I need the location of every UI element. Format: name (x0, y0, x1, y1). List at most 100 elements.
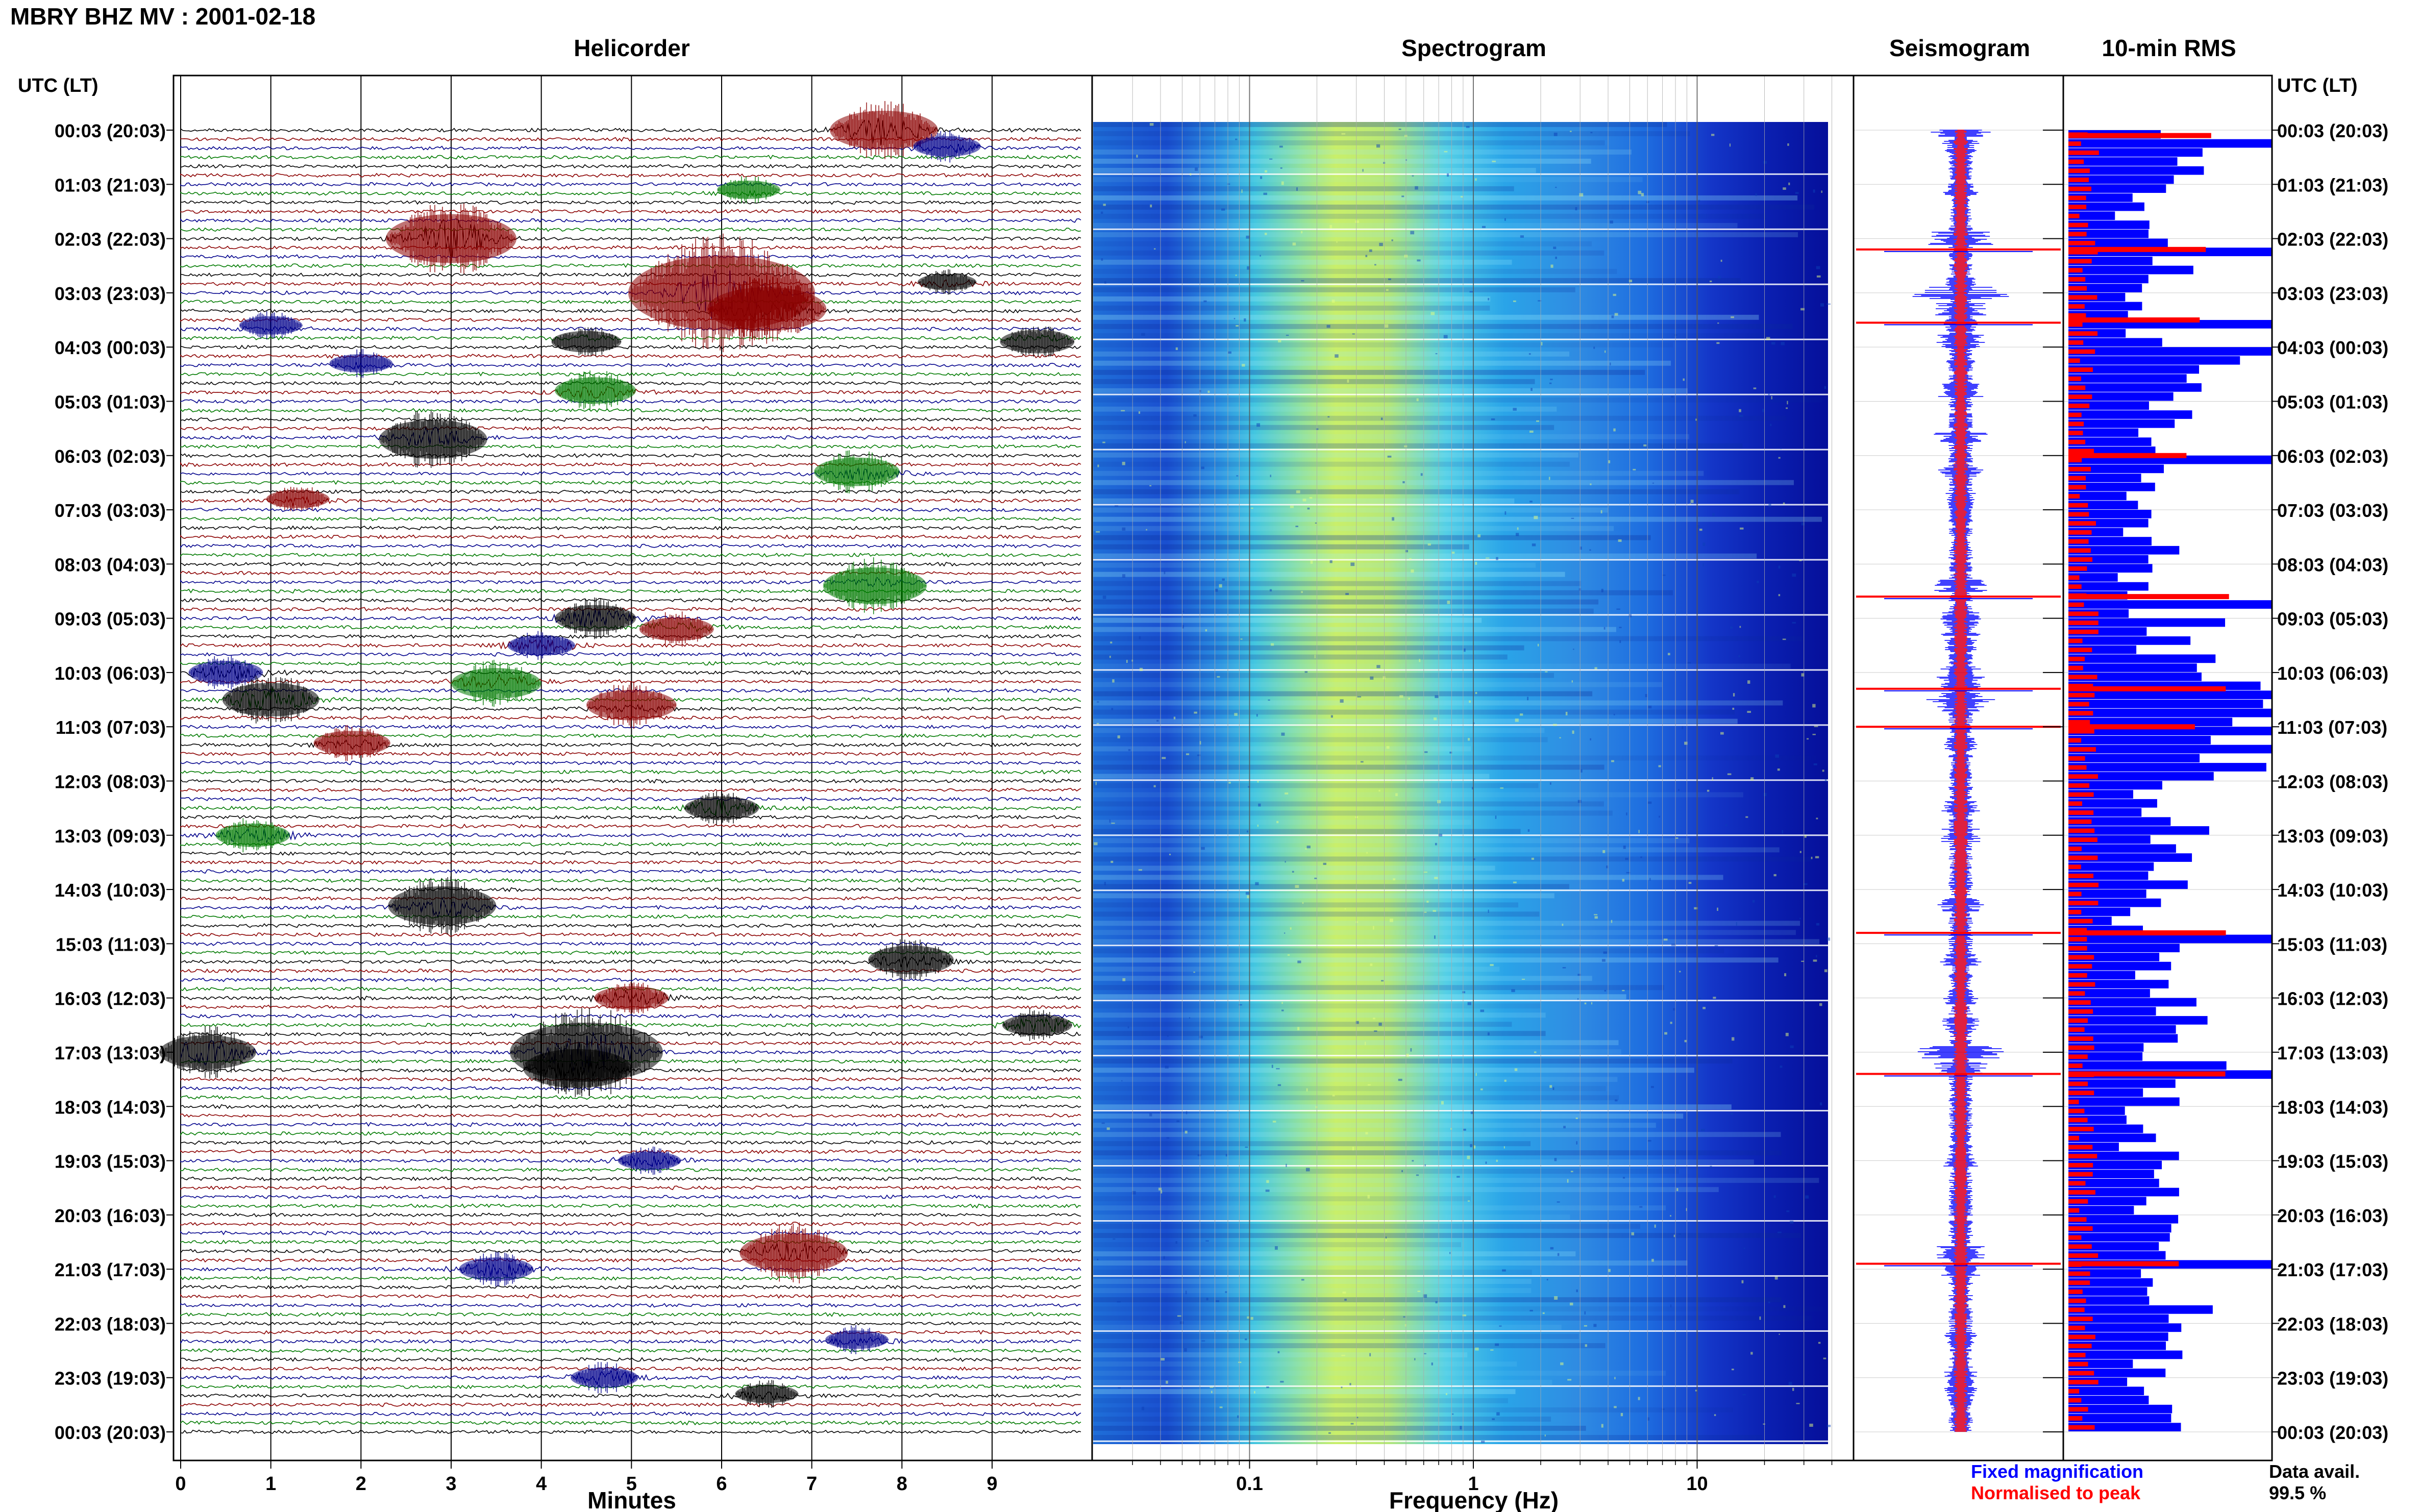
helicorder-tick-1: 1 (265, 1473, 276, 1495)
rms-bar-fixed (2068, 781, 2162, 790)
helicorder-event-9 (1000, 330, 1075, 354)
rms-bar-normalised (2068, 621, 2099, 625)
rms-bar-fixed (2068, 1305, 2213, 1314)
rms-bar-normalised (2068, 466, 2091, 472)
rms-bar-normalised (2068, 213, 2080, 218)
rms-bar-fixed (2068, 708, 2272, 717)
rms-bar-normalised (2068, 394, 2092, 400)
rms-bar-normalised (2068, 1208, 2080, 1213)
rms-bar-normalised (2068, 810, 2094, 815)
rms-bar-normalised (2068, 765, 2087, 770)
rms-bar-normalised (2068, 186, 2092, 191)
helicorder-tick-3: 3 (446, 1473, 456, 1495)
helicorder-tick-2: 2 (356, 1473, 366, 1495)
rms-bar-normalised (2068, 449, 2094, 454)
time-label-right-18: 18:03 (14:03) (2277, 1097, 2388, 1118)
seismogram-trace (1854, 130, 2063, 1432)
rms-bar-fixed (2068, 139, 2272, 148)
time-label-right-13: 13:03 (09:03) (2277, 826, 2388, 847)
rms-bar-fixed (2068, 717, 2233, 727)
helicorder-x-ticks: 0 1 2 3 4 5 6 7 8 9 (175, 1460, 998, 1495)
rms-bar-normalised (2068, 1380, 2099, 1384)
rms-bar-fixed (2068, 889, 2146, 898)
rms-bar-normalised (2068, 1226, 2093, 1231)
rms-bar-normalised (2068, 286, 2087, 291)
time-label-left-24: 00:03 (20:03) (55, 1422, 166, 1443)
rms-bar-fixed (2068, 1323, 2182, 1332)
rms-bar-normalised (2068, 675, 2097, 680)
rms-bar-normalised (2068, 1352, 2086, 1357)
time-label-right-15: 15:03 (11:03) (2277, 934, 2387, 955)
rms-bar-fixed (2068, 844, 2176, 853)
rms-bar-normalised (2068, 178, 2089, 182)
rms-bar-normalised (2068, 1371, 2094, 1376)
spectrogram-tick-10: 10 (1686, 1473, 1708, 1495)
rms-bar-fixed (2068, 600, 2272, 609)
rms-bar-normalised (2068, 864, 2081, 870)
time-label-right-11: 11:03 (07:03) (2277, 717, 2387, 738)
helicorder-event-28 (594, 986, 669, 1010)
rms-bar-fixed (2068, 510, 2152, 518)
time-label-left-18: 18:03 (14:03) (55, 1097, 166, 1118)
time-label-right-16: 16:03 (12:03) (2277, 988, 2388, 1009)
rms-bar-normalised (2068, 1280, 2090, 1285)
rms-bar-normalised (2068, 901, 2099, 906)
rms-bar-fixed (2068, 573, 2118, 582)
rms-bar-fixed (2068, 410, 2192, 419)
time-label-right-14: 14:03 (10:03) (2277, 880, 2388, 901)
rms-bar-normalised (2068, 331, 2098, 336)
time-label-left-7: 07:03 (03:03) (55, 500, 166, 521)
rms-bar-normalised (2068, 458, 2082, 463)
rms-bar-normalised (2068, 1325, 2085, 1330)
rms-bar-fixed (2068, 419, 2175, 428)
rms-bar-fixed (2068, 175, 2174, 184)
rms-bar-fixed (2068, 763, 2266, 772)
rms-bar-normalised (2068, 882, 2099, 887)
seismogram-title: Seismogram (1889, 35, 2030, 61)
data-avail-label: Data avail. (2269, 1461, 2360, 1482)
time-label-left-6: 06:03 (02:03) (55, 446, 166, 467)
rms-bar-normalised (2068, 909, 2082, 914)
time-label-right-5: 05:03 (01:03) (2277, 391, 2388, 412)
rms-bar-normalised (2068, 602, 2084, 607)
figure-title: MBRY BHZ MV : 2001-02-18 (10, 3, 315, 30)
rms-bar-normalised (2068, 1009, 2093, 1014)
time-label-left-12: 12:03 (08:03) (55, 772, 166, 792)
rms-bar-normalised (2068, 304, 2085, 309)
rms-bar-normalised (2068, 684, 2093, 688)
rms-bar-normalised (2068, 1235, 2082, 1240)
rms-bar-normalised (2068, 485, 2086, 490)
rms-bar-fixed (2068, 474, 2141, 482)
helicorder-event-25 (215, 823, 290, 847)
rms-bar-normalised (2068, 774, 2098, 779)
legend-fixed-magnification: Fixed magnification (1971, 1461, 2143, 1482)
helicorder-x-label: Minutes (587, 1487, 676, 1512)
time-label-left-1: 01:03 (21:03) (55, 175, 166, 195)
rms-bar-normalised (2068, 1172, 2093, 1177)
rms-bar-normalised (2068, 277, 2086, 282)
rms-bar-fixed (2068, 582, 2149, 591)
rms-bar-fixed (2068, 1206, 2134, 1214)
helicorder-event-17 (639, 617, 714, 641)
rms-bar-fixed (2068, 853, 2192, 862)
rms-bar-normalised (2068, 349, 2095, 354)
rms-bar-fixed (2068, 491, 2127, 501)
rms-bar-fixed (2068, 690, 2272, 700)
time-label-left-3: 03:03 (23:03) (55, 283, 166, 304)
rms-bar-fixed (2068, 184, 2166, 193)
time-label-right-17: 17:03 (13:03) (2277, 1043, 2388, 1063)
legend-normalised-to-peak: Normalised to peak (1971, 1482, 2141, 1503)
time-label-left-21: 21:03 (17:03) (55, 1259, 166, 1280)
rms-bar-normalised (2068, 521, 2096, 526)
rms-bar-fixed (2068, 745, 2272, 754)
rms-bar-fixed (2068, 1414, 2171, 1423)
time-label-right-12: 12:03 (08:03) (2277, 772, 2388, 792)
rms-bar-fixed (2068, 944, 2180, 953)
rms-bar-fixed (2068, 1214, 2179, 1224)
rms-bar-normalised (2068, 648, 2092, 653)
rms-bar-fixed (2068, 754, 2200, 763)
rms-bar-normalised (2068, 557, 2093, 562)
rms-bar-normalised (2068, 1298, 2086, 1303)
time-labels-right: 00:03 (20:03) 01:03 (21:03) 02:03 (22:03) 0… (2277, 120, 2388, 1443)
